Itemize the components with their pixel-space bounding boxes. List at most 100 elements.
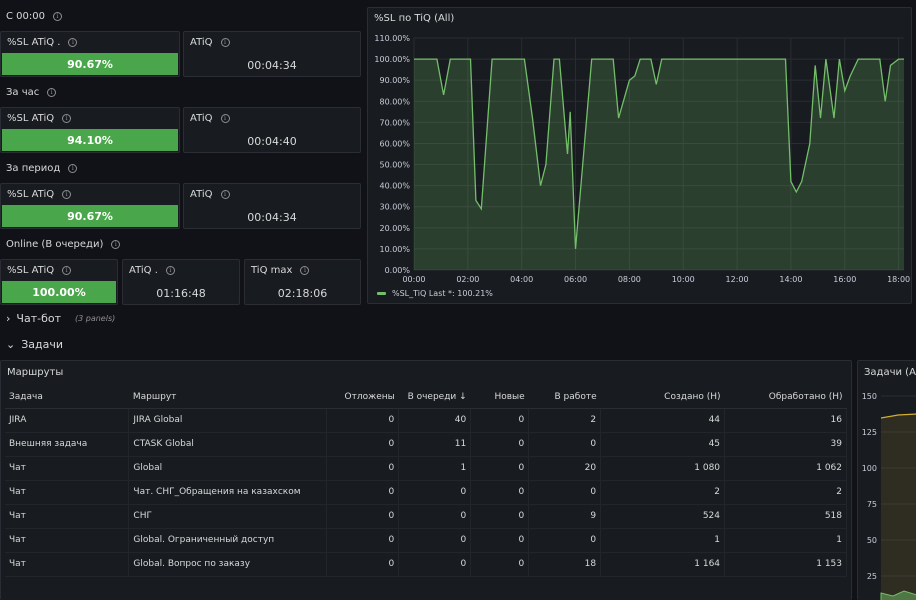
table-cell: 0 (326, 528, 400, 553)
table-header-row: Задача Маршрут Отложены В очереди ↓ Новы… (5, 386, 847, 409)
table-cell: Чат. СНГ_Обращения на казахском (128, 480, 328, 505)
table-cell: 1 (398, 456, 472, 481)
y-tick-label: 125 (862, 428, 877, 437)
info-icon[interactable]: i (62, 190, 72, 199)
table-cell: Global (128, 456, 328, 481)
column-header-task[interactable]: Задача (5, 386, 129, 409)
sl-chart[interactable]: 0.00% 10.00% 20.00% 30.00% 40.00% 50.00% 60.00… (368, 8, 913, 305)
table-row[interactable]: Чат СНГ 0 0 0 9 524 518 (5, 504, 847, 529)
table-cell: 2 (528, 408, 602, 433)
table-row[interactable]: Чат Чат. СНГ_Обращения на казахском 0 0 0 0 2 2 (5, 480, 847, 505)
table-cell: CTASK Global (128, 432, 328, 457)
column-header-processed[interactable]: Обработано (Н) (724, 386, 847, 409)
table-cell: 0 (326, 504, 400, 529)
legend-swatch (377, 292, 386, 295)
table-cell: 0 (398, 480, 472, 505)
tasks-chart[interactable]: 150 125 100 75 50 25 (858, 361, 916, 600)
info-icon[interactable]: i (220, 38, 230, 47)
table-row[interactable]: Чат Global. Ограниченный доступ 0 0 0 0 1 1 (5, 528, 847, 553)
x-tick-label: 10:00 (672, 275, 695, 284)
table-cell: 18 (528, 552, 602, 577)
table-row[interactable]: Чат Global 0 1 0 20 1 080 1 062 (5, 456, 847, 481)
table-cell: Чат (5, 504, 130, 529)
y-tick-label: 0.00% (385, 266, 411, 275)
row-tasks[interactable]: ⌄ Задачи (6, 338, 63, 351)
column-header-route[interactable]: Маршрут (128, 386, 327, 409)
table-cell: 0 (528, 480, 602, 505)
series-area (880, 590, 916, 600)
y-tick-label: 40.00% (379, 182, 410, 191)
sl-chart-panel[interactable]: %SL по TiQ (All) 0.00% 10.00% 20.00% 30.00%… (367, 7, 912, 304)
table-cell: 9 (528, 504, 602, 529)
column-header-new[interactable]: Новые (470, 386, 529, 409)
column-header-in-work[interactable]: В работе (528, 386, 601, 409)
table-cell: 524 (600, 504, 726, 529)
tasks-chart-panel[interactable]: Задачи (All) 150 125 100 75 50 25 (857, 360, 916, 600)
row-panel-count: (3 panels) (75, 314, 116, 323)
stat-panel-online-tiqmax[interactable]: TiQ max i 02:18:06 (244, 259, 361, 305)
table-cell: 2 (724, 480, 847, 505)
stat-panel-online-sl[interactable]: %SL ATiQ i 100.00% (0, 259, 118, 305)
row-chatbot[interactable]: › Чат-бот (3 panels) (6, 312, 115, 325)
series-line (414, 58, 904, 249)
info-icon[interactable]: i (220, 114, 230, 123)
table-cell: 0 (326, 432, 400, 457)
table-row[interactable]: JIRA JIRA Global 0 40 0 2 44 16 (5, 408, 847, 433)
y-tick-label: 100 (862, 464, 877, 473)
stat-panel-midnight-atiq[interactable]: ATiQ i 00:04:34 (183, 31, 361, 77)
stat-value: 100.00% (2, 281, 116, 303)
info-icon[interactable]: i (52, 12, 62, 21)
table-cell: 518 (724, 504, 847, 529)
routes-table: Задача Маршрут Отложены В очереди ↓ Новы… (5, 386, 847, 577)
x-tick-label: 08:00 (618, 275, 641, 284)
row-title: Задачи (21, 338, 64, 351)
table-cell: 1 (600, 528, 726, 553)
column-header-in-queue[interactable]: В очереди ↓ (398, 386, 471, 409)
stat-panel-hour-sl[interactable]: %SL ATiQ i 94.10% (0, 107, 180, 153)
table-cell: 0 (470, 432, 530, 457)
y-tick-label: 30.00% (379, 203, 410, 212)
stat-panel-hour-atiq[interactable]: ATiQ i 00:04:40 (183, 107, 361, 153)
info-icon[interactable]: i (62, 114, 72, 123)
stat-panel-online-atiq[interactable]: ATiQ . i 01:16:48 (122, 259, 240, 305)
table-cell: Чат (5, 480, 130, 505)
info-icon[interactable]: i (165, 266, 175, 275)
info-icon[interactable]: i (300, 266, 310, 275)
sl-chart-title: %SL по TiQ (All) (374, 13, 455, 24)
table-row[interactable]: Чат Global. Вопрос по заказу 0 0 0 18 1 164 1 1… (5, 552, 847, 577)
info-icon[interactable]: i (220, 190, 230, 199)
table-cell: 0 (470, 528, 530, 553)
panel-title: ATiQ (190, 113, 213, 124)
table-cell: 0 (470, 504, 530, 529)
table-cell: Global. Ограниченный доступ (128, 528, 328, 553)
stat-panel-midnight-sl[interactable]: %SL ATiQ . i 90.67% (0, 31, 180, 77)
table-row[interactable]: Внешняя задача CTASK Global 0 11 0 0 45 39 (5, 432, 847, 457)
x-tick-label: 16:00 (833, 275, 856, 284)
column-header-created[interactable]: Создано (Н) (600, 386, 725, 409)
info-icon[interactable]: i (111, 240, 121, 249)
table-cell: 0 (326, 552, 400, 577)
info-icon[interactable]: i (47, 88, 57, 97)
table-cell: 20 (528, 456, 602, 481)
table-cell: 0 (398, 552, 472, 577)
table-cell: 44 (600, 408, 726, 433)
legend-label: %SL_TiQ Last *: 100.21% (392, 289, 493, 298)
info-icon[interactable]: i (68, 38, 78, 47)
column-header-deferred[interactable]: Отложены (326, 386, 399, 409)
routes-panel[interactable]: Маршруты Задача Маршрут Отложены В очере… (0, 360, 852, 600)
info-icon[interactable]: i (62, 266, 72, 275)
stat-panel-period-sl[interactable]: %SL ATiQ i 90.67% (0, 183, 180, 229)
tasks-chart-title: Задачи (All) (864, 367, 916, 378)
table-cell: 11 (398, 432, 472, 457)
section-title-online: Online (В очереди) i (6, 239, 121, 250)
table-cell: 0 (528, 528, 602, 553)
stat-panel-period-atiq[interactable]: ATiQ i 00:04:34 (183, 183, 361, 229)
table-cell: 16 (724, 408, 847, 433)
y-tick-label: 80.00% (379, 97, 410, 106)
table-cell: JIRA Global (128, 408, 328, 433)
chevron-down-icon: ⌄ (6, 338, 16, 351)
panel-title: %SL ATiQ (7, 113, 55, 124)
table-cell: 40 (398, 408, 472, 433)
info-icon[interactable]: i (68, 164, 78, 173)
table-cell: 2 (600, 480, 726, 505)
